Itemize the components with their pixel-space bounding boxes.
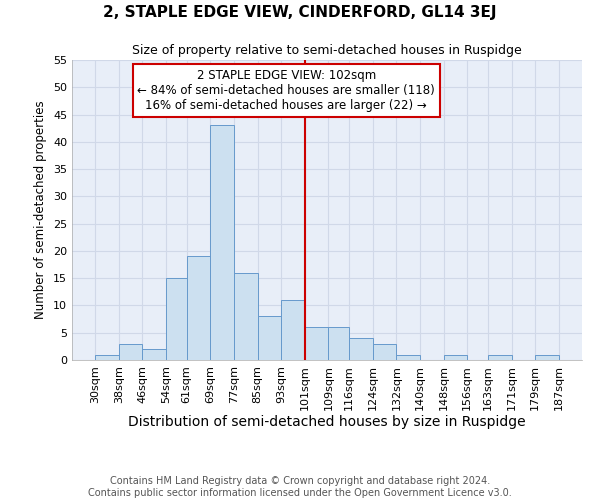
Text: 2, STAPLE EDGE VIEW, CINDERFORD, GL14 3EJ: 2, STAPLE EDGE VIEW, CINDERFORD, GL14 3E… bbox=[103, 5, 497, 20]
Bar bbox=[397, 354, 420, 360]
Bar bbox=[166, 278, 187, 360]
Bar bbox=[187, 256, 211, 360]
Bar bbox=[488, 354, 512, 360]
Text: Contains HM Land Registry data © Crown copyright and database right 2024.
Contai: Contains HM Land Registry data © Crown c… bbox=[88, 476, 512, 498]
Bar bbox=[211, 126, 234, 360]
Bar bbox=[142, 349, 166, 360]
Bar bbox=[234, 272, 257, 360]
Bar bbox=[349, 338, 373, 360]
Bar bbox=[305, 328, 328, 360]
Text: 2 STAPLE EDGE VIEW: 102sqm
← 84% of semi-detached houses are smaller (118)
16% o: 2 STAPLE EDGE VIEW: 102sqm ← 84% of semi… bbox=[137, 69, 435, 112]
Y-axis label: Number of semi-detached properties: Number of semi-detached properties bbox=[34, 100, 47, 320]
Bar bbox=[328, 328, 349, 360]
Bar bbox=[443, 354, 467, 360]
Bar bbox=[95, 354, 119, 360]
Bar bbox=[257, 316, 281, 360]
Bar bbox=[281, 300, 305, 360]
Bar bbox=[535, 354, 559, 360]
Title: Size of property relative to semi-detached houses in Ruspidge: Size of property relative to semi-detach… bbox=[132, 44, 522, 58]
X-axis label: Distribution of semi-detached houses by size in Ruspidge: Distribution of semi-detached houses by … bbox=[128, 416, 526, 430]
Bar bbox=[373, 344, 397, 360]
Bar bbox=[119, 344, 142, 360]
